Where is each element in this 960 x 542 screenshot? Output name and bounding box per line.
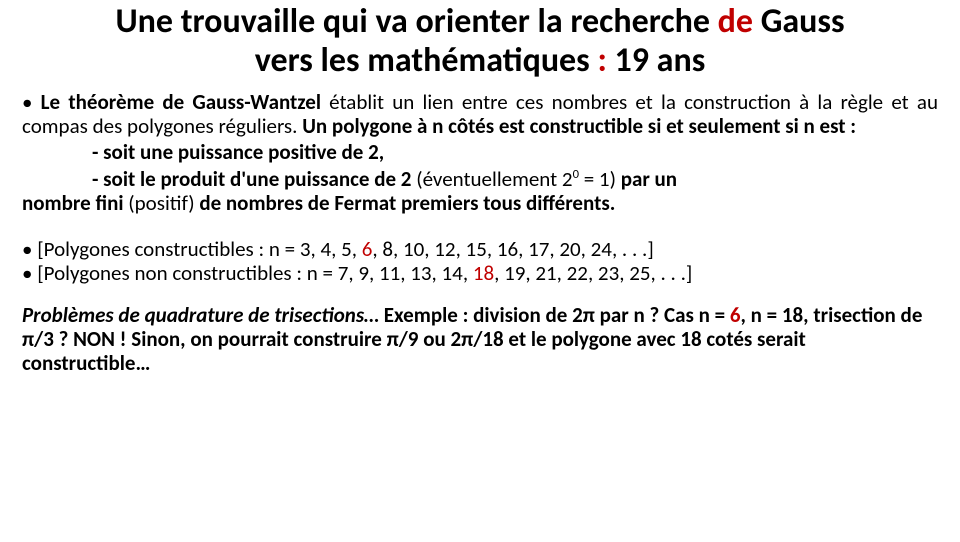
spacer-2 bbox=[22, 285, 938, 303]
cond2-b: (éventuellement 2 bbox=[411, 166, 572, 192]
condition-1: - soit une puissance positive de 2, bbox=[92, 140, 938, 164]
bullet: • bbox=[22, 89, 41, 115]
theorem-name: Le théorème de Gauss-Wantzel bbox=[41, 89, 321, 115]
list1-b: , 8, 10, 12, 15, 16, 17, 20, 24, . . .] bbox=[372, 236, 653, 262]
quad-d: , n = 18, trisection de bbox=[740, 302, 922, 328]
title-de-accent: de bbox=[718, 1, 753, 42]
quad-c: par n ? Cas n = bbox=[595, 302, 730, 328]
quad-b: Exemple : division de 2 bbox=[379, 302, 583, 328]
quad-lead: Problèmes de quadrature de trisections… bbox=[22, 302, 379, 328]
title-line2-b: 19 ans bbox=[607, 40, 705, 81]
spacer-1 bbox=[22, 215, 938, 237]
constructible-list: • [Polygones constructibles : n = 3, 4, … bbox=[22, 237, 938, 261]
title-line1-a: Une trouvaille qui va orienter la recher… bbox=[115, 1, 717, 42]
list1-six: 6 bbox=[362, 236, 373, 262]
condition-2-line2: nombre fini (positif) de nombres de Ferm… bbox=[22, 191, 938, 215]
list2-a: • [Polygones non constructibles : n = 7,… bbox=[22, 260, 473, 286]
list2-eighteen: 18 bbox=[473, 260, 494, 286]
list1-a: • [Polygones constructibles : n = 3, 4, … bbox=[22, 236, 362, 262]
title-colon-accent: : bbox=[597, 40, 606, 81]
theorem-condition-lead: Un polygone à n côtés est constructible … bbox=[302, 113, 856, 139]
title-line2-a: vers les mathématiques bbox=[255, 40, 598, 81]
quad-pi1: π bbox=[583, 302, 595, 328]
cond2b-b: (positif) bbox=[124, 190, 200, 216]
title-line1-b: Gauss bbox=[753, 1, 845, 42]
cond2b-c: de nombres de Fermat premiers tous diffé… bbox=[199, 190, 615, 216]
slide-body: • Le théorème de Gauss-Wantzel établit u… bbox=[22, 90, 938, 375]
quad-pi2: π bbox=[22, 326, 34, 352]
quad-pi4: π bbox=[461, 326, 473, 352]
cond2-d: par un bbox=[621, 166, 677, 192]
quad-e: /3 ? NON ! Sinon, on pourrait construire bbox=[34, 326, 386, 352]
quad-six: 6 bbox=[730, 302, 741, 328]
condition-2-line1: - soit le produit d'une puissance de 2 (… bbox=[92, 167, 938, 191]
quad-pi3: π bbox=[387, 326, 399, 352]
list2-b: , 19, 21, 22, 23, 25, . . .] bbox=[494, 260, 692, 286]
cond2-c: = 1) bbox=[579, 166, 621, 192]
non-constructible-list: • [Polygones non constructibles : n = 7,… bbox=[22, 261, 938, 285]
slide-title: Une trouvaille qui va orienter la recher… bbox=[22, 2, 938, 80]
cond2b-a: nombre fini bbox=[22, 190, 124, 216]
quadrature-paragraph: Problèmes de quadrature de trisections… … bbox=[22, 303, 938, 375]
quad-f: /9 ou 2 bbox=[399, 326, 461, 352]
theorem-paragraph: • Le théorème de Gauss-Wantzel établit u… bbox=[22, 90, 938, 138]
cond2-a: - soit le produit d'une puissance de 2 bbox=[92, 166, 411, 192]
